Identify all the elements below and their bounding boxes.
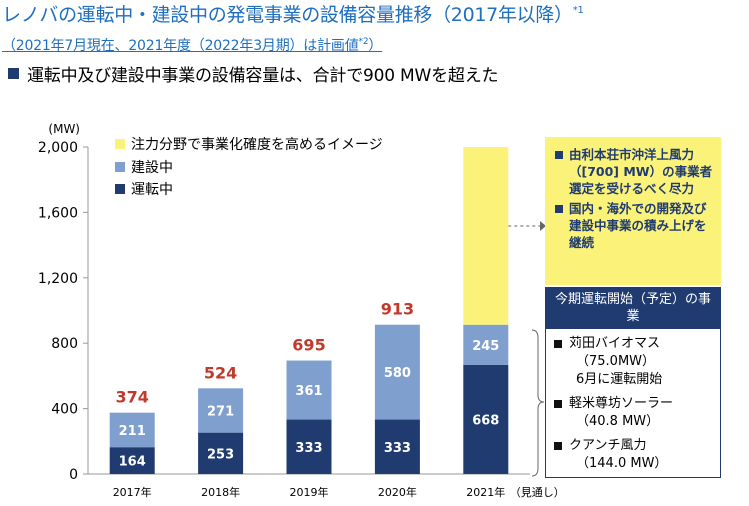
x-tick-label: 2020年: [378, 485, 417, 499]
bar-operating: [198, 432, 244, 474]
callout-arrow-head: [540, 221, 546, 231]
bar-label-construction: 211: [119, 424, 146, 439]
bar-operating: [374, 419, 420, 474]
y-tick-label: 1,600: [38, 205, 78, 221]
page-subtitle: （2021年7月現在、2021年度（2022年3月期）は計画値*2）: [2, 37, 383, 54]
y-tick-label: 2,000: [38, 140, 78, 156]
bar-total-label: 374: [115, 388, 148, 407]
bar-label-operating: 333: [295, 441, 322, 456]
bar-construction: [374, 324, 420, 420]
square-bullet-icon: [554, 442, 562, 450]
bar-label-construction: 271: [207, 404, 234, 419]
y-unit-label: (MW): [48, 122, 80, 136]
bar-construction: [463, 324, 509, 365]
headline: 運転中及び建設中事業の設備容量は、合計で900 MWを超えた: [8, 61, 499, 86]
bar-label-operating: 253: [207, 447, 234, 462]
bar-operating: [109, 447, 155, 474]
project-name: クアンチ風力: [569, 438, 647, 453]
square-bullet-icon: [8, 68, 19, 79]
y-tick-label: 800: [51, 336, 78, 352]
x-tick-label: 2017年: [113, 485, 152, 499]
x-tick-label: 2018年: [201, 485, 240, 499]
bar-construction: [198, 388, 244, 433]
project-capacity: （40.8 MW）: [576, 414, 660, 429]
bar-label-operating: 164: [119, 455, 146, 470]
legend-swatch: [115, 184, 125, 194]
project-item: クアンチ風力 （144.0 MW）: [546, 437, 720, 473]
project-item: 軽米尊坊ソーラー （40.8 MW）: [546, 395, 720, 431]
square-bullet-icon: [555, 151, 563, 159]
project-note: 6月に運転開始: [576, 372, 663, 387]
bar-construction: [286, 360, 332, 420]
square-bullet-icon: [555, 205, 563, 213]
project-name: 苅田バイオマス: [569, 336, 661, 351]
outlook-callout: 由利本荘市沖洋上風力（[700] MW）の事業者選定を受けるべく尽力 国内・海外…: [545, 137, 721, 285]
legend-swatch: [115, 162, 125, 172]
callout-item: 由利本荘市沖洋上風力（[700] MW）の事業者選定を受けるべく尽力: [555, 146, 713, 197]
brace-connector: [531, 329, 545, 477]
bar-label-operating: 668: [472, 413, 499, 428]
headline-text: 運転中及び建設中事業の設備容量は、合計で900 MWを超えた: [27, 66, 499, 86]
bar-image: [463, 147, 509, 325]
x-tick-label: 2021年: [466, 485, 505, 499]
project-item: 苅田バイオマス （75.0MW） 6月に運転開始: [546, 335, 720, 389]
legend-label: 運転中: [131, 182, 173, 198]
x-suffix-label: （見通し）: [510, 486, 565, 499]
y-tick-label: 0: [69, 467, 78, 483]
square-bullet-icon: [554, 400, 562, 408]
callout-item: 国内・海外での開発及び建設中事業の積み上げを継続: [555, 200, 713, 251]
bar-total-label: 524: [204, 363, 237, 382]
bar-total-label: 695: [292, 336, 325, 355]
project-name: 軽米尊坊ソーラー: [569, 396, 674, 411]
square-bullet-icon: [554, 340, 562, 348]
bar-operating: [286, 419, 332, 474]
legend-label: 建設中: [131, 160, 173, 176]
bar-label-construction: 580: [384, 366, 411, 381]
bar-construction: [109, 412, 155, 448]
x-tick-label: 2019年: [290, 485, 329, 499]
projects-box-header: 今期運転開始（予定）の事業: [546, 288, 720, 329]
page-title: レノバの運転中・建設中の発電事業の設備容量推移（2017年以降）*1: [2, 4, 584, 26]
projects-box: 今期運転開始（予定）の事業 苅田バイオマス （75.0MW） 6月に運転開始 軽…: [545, 287, 721, 478]
legend-label: 注力分野で事業化確度を高めるイメージ: [131, 136, 383, 153]
bar-label-operating: 333: [384, 441, 411, 456]
y-tick-label: 1,200: [38, 271, 78, 287]
callout-item-text: 由利本荘市沖洋上風力（[700] MW）の事業者選定を受けるべく尽力: [569, 147, 713, 196]
project-capacity: （75.0MW）: [576, 354, 656, 369]
bar-label-construction: 245: [472, 339, 499, 354]
bar-operating: [463, 364, 509, 474]
bar-label-construction: 361: [295, 384, 322, 399]
bar-total-label: 913: [381, 300, 414, 319]
y-tick-label: 400: [51, 402, 78, 418]
callout-item-text: 国内・海外での開発及び建設中事業の積み上げを継続: [569, 201, 707, 250]
legend-swatch: [115, 139, 125, 149]
project-capacity: （144.0 MW）: [576, 456, 668, 471]
